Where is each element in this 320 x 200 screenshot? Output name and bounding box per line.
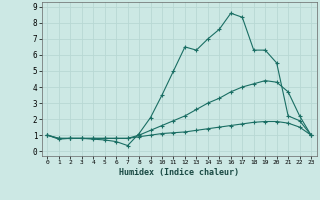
X-axis label: Humidex (Indice chaleur): Humidex (Indice chaleur) — [119, 168, 239, 177]
